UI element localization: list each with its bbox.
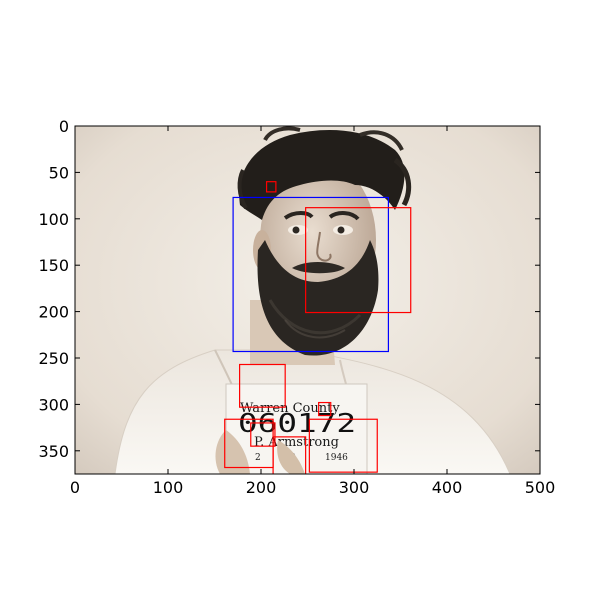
mugshot-photo: Warren County 060172 P. Armstrong 2 2 19… [75,126,540,474]
y-tick-label: 250 [38,349,69,368]
placard-number: 060172 [238,409,356,439]
y-tick-label: 50 [49,163,69,182]
y-tick-label: 200 [38,303,69,322]
x-tick-label: 400 [432,478,463,497]
object-bounding-box [318,401,332,417]
object-bounding-box [265,181,277,193]
object-bounding-box [305,207,412,314]
x-tick-label: 100 [153,478,184,497]
x-axis: 0 100 200 300 400 500 [70,126,555,497]
y-tick-label: 300 [38,395,69,414]
x-tick-label: 0 [70,478,80,497]
y-tick-label: 0 [59,117,69,136]
x-tick-label: 300 [339,478,370,497]
x-tick-label: 500 [525,478,556,497]
y-tick-label: 100 [38,210,69,229]
object-bounding-box [308,418,378,473]
placard-field-1: 2 [255,453,261,463]
y-axis: 0 50 100 150 200 250 300 350 [38,117,540,461]
y-tick-label: 150 [38,256,69,275]
face-bounding-box [232,196,390,353]
placard-field-3: 1946 [325,453,348,463]
beard [257,240,379,356]
placard-county: Warren County [240,401,340,416]
axes-frame [74,125,541,475]
object-bounding-box [239,363,286,408]
x-tick-label: 200 [246,478,277,497]
detection-boxes [224,181,412,474]
object-bounding-box [272,436,307,474]
hair [239,130,405,220]
y-tick-label: 350 [38,442,69,461]
object-bounding-box [250,422,276,447]
